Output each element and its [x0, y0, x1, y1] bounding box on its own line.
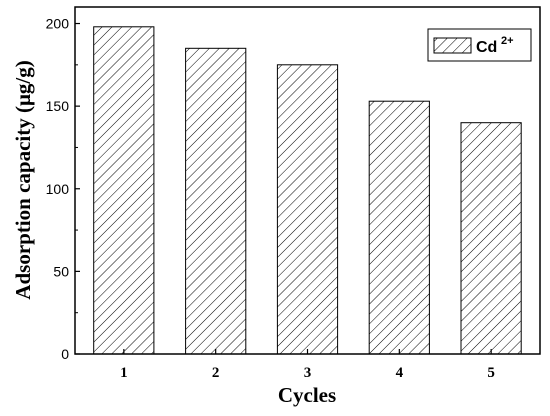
legend-label-superscript: 2+	[501, 35, 514, 47]
plot-frame	[74, 6, 541, 355]
bar-cycle-4	[368, 100, 430, 355]
y-tick-label: 150	[46, 98, 70, 114]
y-tick-label: 200	[46, 16, 70, 32]
x-ticks-group: 1 2 3 4 5	[120, 349, 495, 381]
legend-label: Cd	[476, 39, 497, 56]
bar-cycle-3	[276, 64, 339, 355]
x-tick-label: 3	[304, 365, 312, 381]
y-axis-title: Adsorption capacity (μg/g)	[11, 60, 35, 299]
x-tick-label: 5	[487, 365, 495, 381]
x-tick-label: 4	[396, 365, 404, 381]
x-axis-title: Cycles	[278, 383, 336, 407]
x-tick-label: 1	[120, 365, 128, 381]
legend: Cd 2+	[427, 28, 532, 62]
bar-cycle-5	[460, 122, 522, 355]
bar-cycle-2	[185, 47, 247, 355]
y-tick-label: 100	[46, 181, 70, 197]
y-ticks-group: 0 50 100 150 200	[46, 16, 80, 362]
legend-swatch	[433, 37, 472, 54]
bar-cycle-1	[93, 26, 155, 355]
bars-group	[93, 26, 522, 355]
y-tick-label: 0	[61, 346, 69, 362]
y-tick-label: 50	[53, 263, 69, 279]
x-tick-label: 2	[212, 365, 220, 381]
